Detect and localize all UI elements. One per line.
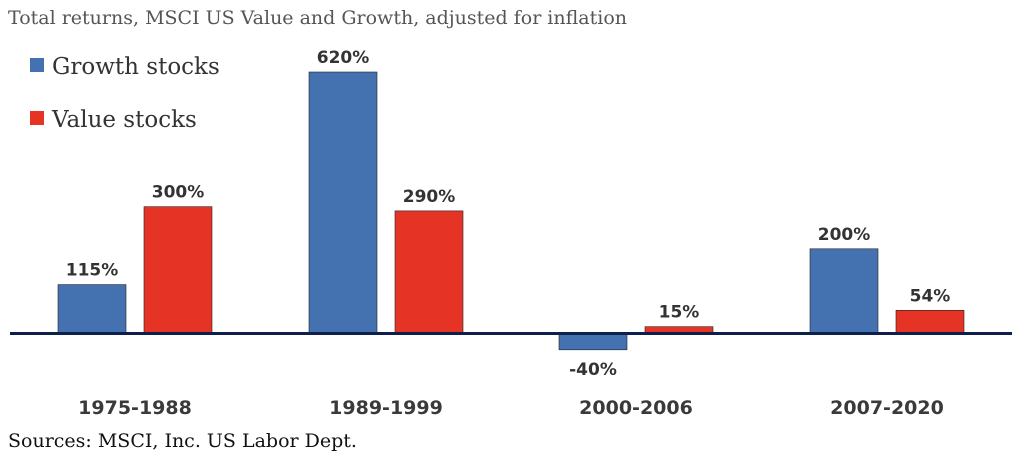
data-label-value-2000-2006: 15% — [659, 303, 700, 323]
category-label-2007-2020: 2007-2020 — [830, 397, 944, 419]
chart-title: Total returns, MSCI US Value and Growth,… — [8, 7, 627, 29]
bar-growth-1989-1999 — [308, 71, 378, 334]
category-label-1975-1988: 1975-1988 — [78, 397, 192, 419]
category-label-2000-2006: 2000-2006 — [579, 397, 693, 419]
bar-growth-2007-2020 — [809, 248, 879, 334]
legend-swatch-value — [30, 111, 44, 125]
bar-value-1989-1999 — [394, 210, 464, 334]
legend: Growth stocks Value stocks — [30, 54, 220, 133]
legend-label-growth: Growth stocks — [52, 54, 220, 80]
bar-growth-1975-1988 — [57, 284, 127, 334]
data-label-growth-1989-1999: 620% — [317, 48, 370, 68]
data-label-value-1975-1988: 300% — [152, 183, 205, 203]
bar-value-2007-2020 — [895, 309, 965, 334]
data-labels-group: 115% 620% -40% 200% 300% 290% 15% 54% — [66, 48, 951, 380]
bar-growth-2000-2006 — [558, 332, 628, 351]
legend-swatch-growth — [30, 58, 44, 72]
data-label-value-2007-2020: 54% — [910, 286, 951, 306]
data-label-growth-2007-2020: 200% — [818, 225, 871, 245]
category-label-1989-1999: 1989-1999 — [329, 397, 443, 419]
data-label-value-1989-1999: 290% — [403, 187, 456, 207]
category-labels-group: 1975-1988 1989-1999 2000-2006 2007-2020 — [78, 397, 944, 419]
data-label-growth-2000-2006: -40% — [569, 360, 617, 380]
source-note: Sources: MSCI, Inc. US Labor Dept. — [8, 430, 357, 452]
data-label-growth-1975-1988: 115% — [66, 261, 119, 281]
bars-group — [57, 71, 965, 351]
legend-label-value: Value stocks — [51, 107, 197, 133]
bar-value-1975-1988 — [143, 206, 213, 334]
